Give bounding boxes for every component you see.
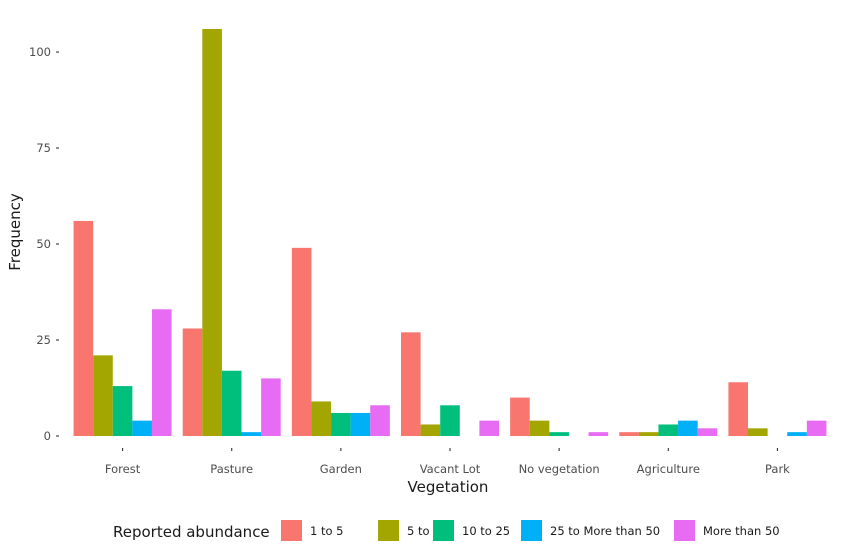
bar-forest-1-to-5 <box>73 220 94 436</box>
y-axis: 0 25 50 75 100 <box>29 45 59 443</box>
bar-vacant-lot-5-to-10 <box>420 424 441 436</box>
bar-park-25-to-more-than-50 <box>787 432 807 436</box>
y-axis-title: Frequency <box>6 193 24 271</box>
bars <box>73 29 827 436</box>
bar-forest-5-to-10 <box>93 355 113 436</box>
legend-label: 1 to 5 <box>310 524 344 538</box>
legend-key <box>281 520 302 541</box>
bar-no-vegetation-more-than-50 <box>588 432 609 436</box>
bar-agriculture-10-to-25 <box>658 424 679 436</box>
bar-garden-25-to-more-than-50 <box>350 412 371 436</box>
bar-garden-more-than-50 <box>370 405 390 436</box>
bar-vacant-lot-more-than-50 <box>479 420 499 436</box>
bar-no-vegetation-5-to-10 <box>529 420 550 436</box>
bar-forest-more-than-50 <box>151 309 172 436</box>
bar-park-5-to-10 <box>748 428 768 436</box>
legend-label: 25 to More than 50 <box>550 524 660 538</box>
x-tick-label: Park <box>765 462 790 476</box>
legend-key <box>378 520 399 541</box>
bar-garden-10-to-25 <box>331 412 351 436</box>
bar-pasture-5-to-10 <box>202 29 222 436</box>
bar-agriculture-5-to-10 <box>638 432 659 436</box>
bar-no-vegetation-10-to-25 <box>549 432 569 436</box>
legend-key <box>674 520 695 541</box>
bar-forest-25-to-more-than-50 <box>132 420 152 436</box>
bar-agriculture-25-to-more-than-50 <box>678 420 698 436</box>
bar-vacant-lot-10-to-25 <box>440 405 460 436</box>
x-tick-label: Forest <box>105 462 141 476</box>
x-tick-label: Garden <box>320 462 362 476</box>
legend-key <box>433 520 454 541</box>
x-tick-label: Agriculture <box>637 462 700 476</box>
x-tick-label: No vegetation <box>519 462 600 476</box>
bar-forest-10-to-25 <box>112 386 133 436</box>
x-tick-label: Vacant Lot <box>420 462 481 476</box>
bar-no-vegetation-1-to-5 <box>510 397 530 436</box>
bar-park-more-than-50 <box>806 420 827 436</box>
legend-label: 10 to 25 <box>462 524 510 538</box>
y-tick-label: 25 <box>36 333 51 347</box>
bar-pasture-25-to-more-than-50 <box>241 432 262 436</box>
bar-agriculture-1-to-5 <box>619 432 639 436</box>
bar-pasture-more-than-50 <box>261 378 281 436</box>
bar-pasture-10-to-25 <box>221 370 242 436</box>
legend-key <box>521 520 542 541</box>
y-tick-label: 100 <box>29 45 51 59</box>
y-tick-label: 50 <box>36 237 51 251</box>
bar-garden-1-to-5 <box>291 247 312 436</box>
bar-garden-5-to-10 <box>311 401 332 436</box>
legend-label: More than 50 <box>703 524 780 538</box>
y-tick-label: 0 <box>44 429 51 443</box>
bar-agriculture-more-than-50 <box>697 428 718 436</box>
x-tick-label: Pasture <box>210 462 253 476</box>
x-axis-title: Vegetation <box>408 478 489 496</box>
bar-vacant-lot-1-to-5 <box>401 332 421 436</box>
x-axis: Forest Pasture Garden Vacant Lot No vegetati… <box>105 448 790 476</box>
y-tick-label: 75 <box>36 141 51 155</box>
bar-park-1-to-5 <box>728 382 749 436</box>
legend-title: Reported abundance <box>113 523 270 541</box>
bar-pasture-1-to-5 <box>182 328 203 436</box>
